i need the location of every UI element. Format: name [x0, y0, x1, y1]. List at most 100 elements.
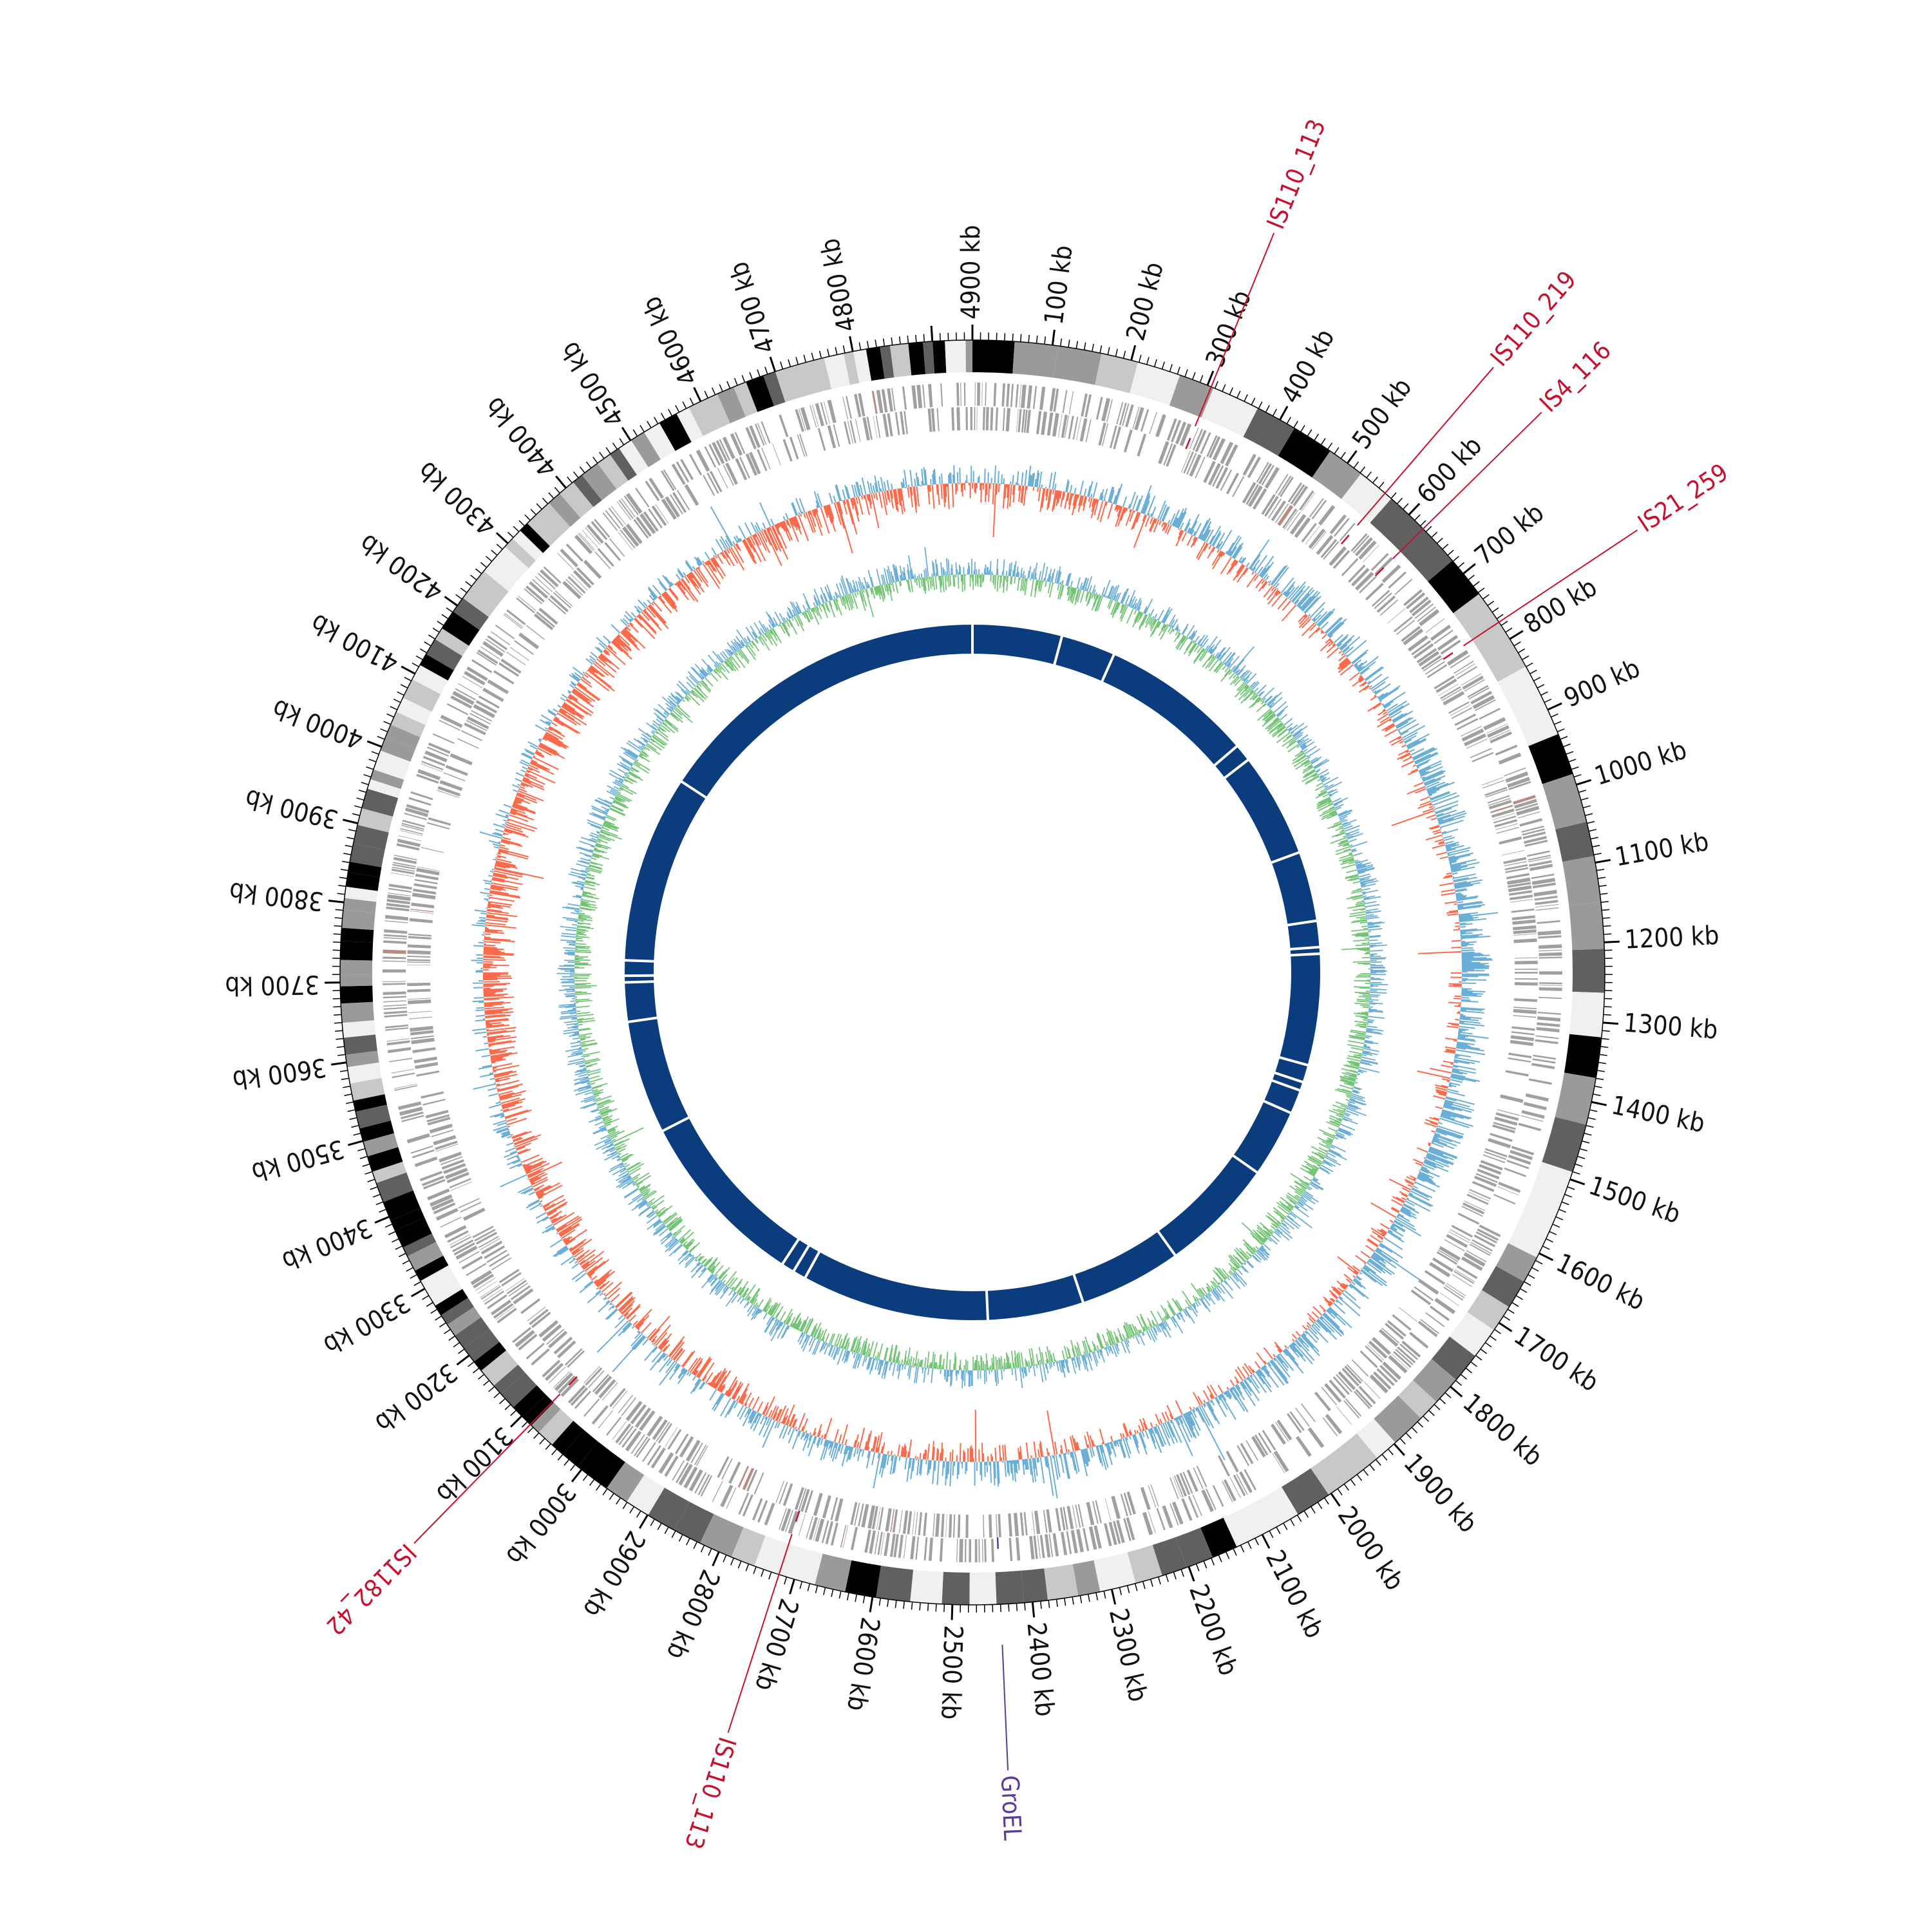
gene-feature [738, 1492, 750, 1515]
gene-feature [1041, 412, 1048, 435]
annotation-label: GroEL [996, 1775, 1027, 1841]
gene-feature [538, 607, 558, 625]
gene-feature [1468, 687, 1490, 700]
ideogram-band [933, 340, 947, 374]
gene-feature [1524, 839, 1548, 847]
gene-feature [1472, 1180, 1495, 1192]
minor-tick [361, 782, 369, 786]
gene-feature [647, 1416, 663, 1437]
gene-feature [1016, 1537, 1021, 1561]
gene-feature [1480, 1160, 1503, 1171]
minor-tick [811, 352, 815, 361]
gene-feature [1505, 771, 1529, 783]
gene-feature [1472, 752, 1494, 762]
gene-feature [1513, 929, 1537, 934]
gene-feature [452, 1239, 474, 1253]
major-tick [495, 532, 509, 544]
gene-feature [1275, 503, 1289, 524]
gene-feature [1414, 603, 1434, 620]
gene-feature [411, 902, 435, 909]
gene-feature [667, 1428, 682, 1450]
minor-tick [1436, 538, 1443, 544]
gene-feature [1484, 786, 1508, 796]
gene-feature [1066, 1531, 1072, 1555]
gene-feature [1537, 1022, 1560, 1027]
ideogram-band [373, 750, 411, 780]
major-tick [331, 1061, 347, 1066]
gene-feature [585, 1367, 603, 1386]
gene-feature [622, 526, 639, 547]
gene-feature [557, 553, 574, 570]
scale-label: 4200 kb [354, 528, 448, 607]
minor-tick [1233, 1548, 1237, 1556]
gene-feature [939, 1538, 943, 1562]
minor-tick [1359, 466, 1366, 473]
gene-feature [1432, 1257, 1454, 1273]
gene-feature [479, 1238, 500, 1251]
minor-tick [457, 1349, 465, 1354]
scale-label: 600 kb [1412, 431, 1488, 509]
minor-tick [1501, 621, 1508, 626]
scale-label: 3000 kb [500, 1477, 582, 1570]
gene-feature [855, 419, 861, 442]
gene-feature [408, 999, 431, 1005]
gene-feature [1363, 545, 1379, 562]
gene-feature [963, 383, 966, 406]
gene-feature [618, 499, 634, 519]
gene-feature [1307, 1427, 1325, 1448]
gene-feature [594, 551, 611, 569]
minor-tick [1579, 1148, 1587, 1151]
gene-feature [864, 1530, 871, 1553]
gene-feature [1511, 1031, 1535, 1036]
minor-tick [1560, 735, 1568, 740]
gene-feature [1029, 1536, 1035, 1560]
minor-tick [333, 941, 341, 943]
ideogram-band [350, 843, 385, 867]
gene-feature [498, 662, 520, 677]
gene-feature [409, 918, 433, 923]
ideogram-band [442, 611, 480, 646]
minor-tick [1272, 408, 1277, 417]
minor-tick [1522, 655, 1530, 661]
minor-tick [1375, 1459, 1381, 1466]
ideogram-band [341, 927, 374, 943]
inner-ring-gap [985, 1290, 990, 1321]
gene-feature [635, 488, 650, 508]
minor-tick [799, 1581, 803, 1589]
gene-feature [1301, 492, 1316, 511]
gene-feature [1514, 957, 1538, 959]
gene-feature [1245, 1440, 1258, 1461]
scale-label: 1600 kb [1551, 1248, 1649, 1316]
gene-feature [383, 1004, 407, 1007]
major-tick [1110, 1589, 1117, 1605]
annotation-marker [1340, 535, 1350, 545]
gene-feature [460, 1201, 482, 1213]
ideogram-band [965, 340, 972, 373]
gene-feature [887, 388, 893, 412]
gene-feature [1175, 421, 1187, 444]
minor-tick [1526, 662, 1533, 667]
scale-label: 2800 kb [660, 1566, 725, 1664]
ideogram-band [527, 509, 564, 546]
gene-feature [384, 1014, 408, 1018]
minor-tick [1265, 405, 1270, 413]
gene-feature [1336, 1374, 1352, 1392]
minor-tick [1161, 361, 1165, 370]
ideogram-band [674, 1501, 714, 1544]
gene-feature [1172, 1476, 1182, 1499]
gene-feature [560, 548, 578, 567]
minor-tick [486, 556, 493, 562]
gene-feature [383, 981, 406, 983]
annotation-leader [1356, 366, 1494, 526]
gene-feature [1318, 505, 1336, 526]
ideogram-band [1555, 1072, 1596, 1125]
minor-tick [632, 429, 638, 437]
gene-feature [475, 1278, 496, 1291]
gene-feature [1264, 496, 1279, 517]
minor-tick [1195, 1564, 1200, 1571]
gene-feature [1539, 987, 1562, 991]
gene-feature [439, 1151, 462, 1163]
ideogram-band [908, 342, 925, 375]
gene-feature [871, 1506, 878, 1530]
inner-ring-gap [624, 959, 655, 963]
